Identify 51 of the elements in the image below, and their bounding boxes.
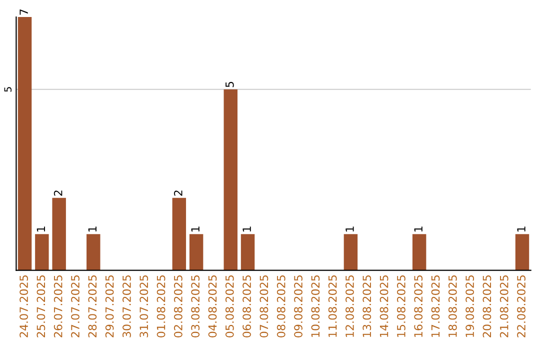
x-tick-label: 11.08.2025 xyxy=(328,275,337,337)
x-tick-label: 12.08.2025 xyxy=(346,275,354,337)
x-tick-label: 28.07.2025 xyxy=(88,275,97,338)
data-label: 1 xyxy=(36,226,45,232)
x-tick-label: 21.08.2025 xyxy=(500,275,508,338)
x-tick-label: 01.08.2025 xyxy=(156,275,166,338)
bar xyxy=(344,234,358,270)
x-tick-label: 06.08.2025 xyxy=(242,275,252,338)
data-label: 2 xyxy=(174,190,182,196)
bar xyxy=(515,234,530,270)
bar xyxy=(224,89,238,270)
data-label: 1 xyxy=(242,226,251,232)
x-tick-label: 08.08.2025 xyxy=(276,275,286,338)
x-tick-label: 27.07.2025 xyxy=(71,275,80,338)
x-tick-label: 15.08.2025 xyxy=(396,275,406,337)
x-tick-label: 03.08.2025 xyxy=(191,275,200,338)
bar xyxy=(35,234,49,270)
data-label: 1 xyxy=(346,226,354,232)
x-tick-label: 05.08.2025 xyxy=(225,275,234,338)
x-tick-label: 30.07.2025 xyxy=(122,275,131,338)
x-tick-label: 16.08.2025 xyxy=(414,275,423,337)
bar xyxy=(240,234,255,270)
x-tick-label: 04.08.2025 xyxy=(208,275,217,338)
x-tick-label: 18.08.2025 xyxy=(448,275,457,337)
data-label: 1 xyxy=(517,226,526,232)
x-tick-label: 13.08.2025 xyxy=(362,275,372,337)
x-tick-label: 19.08.2025 xyxy=(466,275,474,337)
x-tick-label: 14.08.2025 xyxy=(380,275,388,337)
bar xyxy=(412,234,426,270)
x-tick-label: 22.08.2025 xyxy=(517,275,526,338)
bar xyxy=(86,234,100,270)
data-label: 1 xyxy=(88,226,96,232)
x-tick-label: 31.07.2025 xyxy=(140,275,148,338)
bar xyxy=(189,234,204,270)
data-label: 2 xyxy=(54,190,62,196)
x-tick-label: 02.08.2025 xyxy=(174,275,182,338)
x-tick-label: 10.08.2025 xyxy=(311,275,320,337)
bar xyxy=(172,198,186,270)
x-tick-label: 29.07.2025 xyxy=(105,275,114,338)
data-label: 1 xyxy=(414,226,422,232)
x-tick-label: 07.08.2025 xyxy=(260,275,268,338)
bar xyxy=(52,198,66,270)
data-label: 1 xyxy=(191,226,200,232)
x-tick-label: 24.07.2025 xyxy=(20,275,28,338)
x-tick-label: 17.08.2025 xyxy=(431,275,440,337)
x-tick-label: 20.08.2025 xyxy=(482,275,492,338)
x-tick-label: 26.07.2025 xyxy=(54,275,62,338)
data-label: 7 xyxy=(20,9,28,15)
x-tick-label: 09.08.2025 xyxy=(294,275,302,338)
data-label: 5 xyxy=(226,82,234,88)
x-tick-label: 25.07.2025 xyxy=(36,275,46,338)
